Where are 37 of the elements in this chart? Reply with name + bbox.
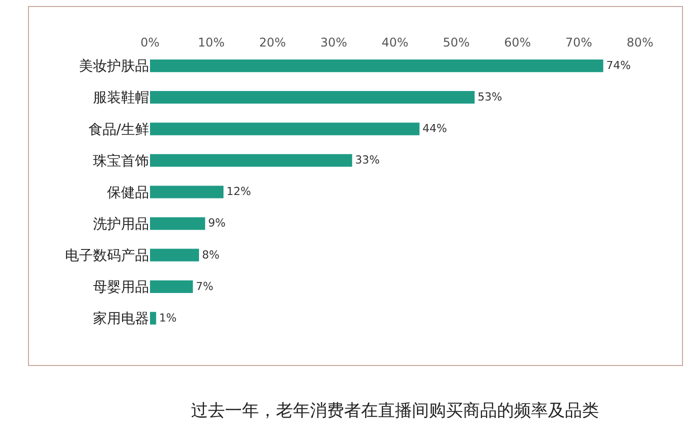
y-tick-label: 珠宝首饰	[93, 153, 149, 170]
y-tick-label: 美妆护肤品	[79, 58, 149, 75]
bar	[150, 122, 420, 136]
x-tick-label: 60%	[504, 36, 531, 50]
bar	[150, 59, 604, 72]
y-tick-label: 电子数码产品	[65, 248, 149, 264]
bar	[150, 280, 193, 293]
bar	[150, 312, 156, 325]
data-label: 12%	[226, 185, 252, 198]
x-tick-label: 30%	[320, 36, 348, 50]
y-tick-label: 服装鞋帽	[93, 90, 149, 106]
data-label: 74%	[606, 58, 631, 72]
data-label: 53%	[478, 90, 502, 104]
text: 过去一年，老年消费者在直播间购买商品的频率及品类	[191, 401, 599, 420]
x-tick-label: 20%	[259, 36, 286, 50]
bar	[150, 186, 224, 198]
y-tick-label: 家用电器	[93, 311, 149, 328]
y-tick-label: 保健品	[107, 184, 149, 201]
data-label: 1%	[159, 311, 177, 324]
x-tick-label: 80%	[626, 36, 654, 50]
bar	[150, 248, 199, 262]
y-tick-label: 食品/生鲜	[88, 122, 149, 138]
data-label: 33%	[355, 154, 380, 167]
x-tick-label: 0%	[140, 36, 160, 50]
y-tick-label: 洗护用品	[93, 216, 149, 232]
data-label: 8%	[202, 248, 220, 262]
data-label: 9%	[208, 216, 226, 230]
data-label: 7%	[196, 280, 214, 293]
bar	[150, 154, 352, 167]
bar	[150, 217, 206, 230]
x-tick-label: 50%	[442, 36, 470, 50]
bar	[150, 91, 475, 104]
x-tick-label: 10%	[198, 36, 225, 50]
y-tick-label: 母婴用品	[93, 280, 149, 296]
x-tick-label: 40%	[382, 36, 408, 50]
data-label: 44%	[422, 122, 448, 136]
x-tick-label: 70%	[565, 36, 592, 50]
